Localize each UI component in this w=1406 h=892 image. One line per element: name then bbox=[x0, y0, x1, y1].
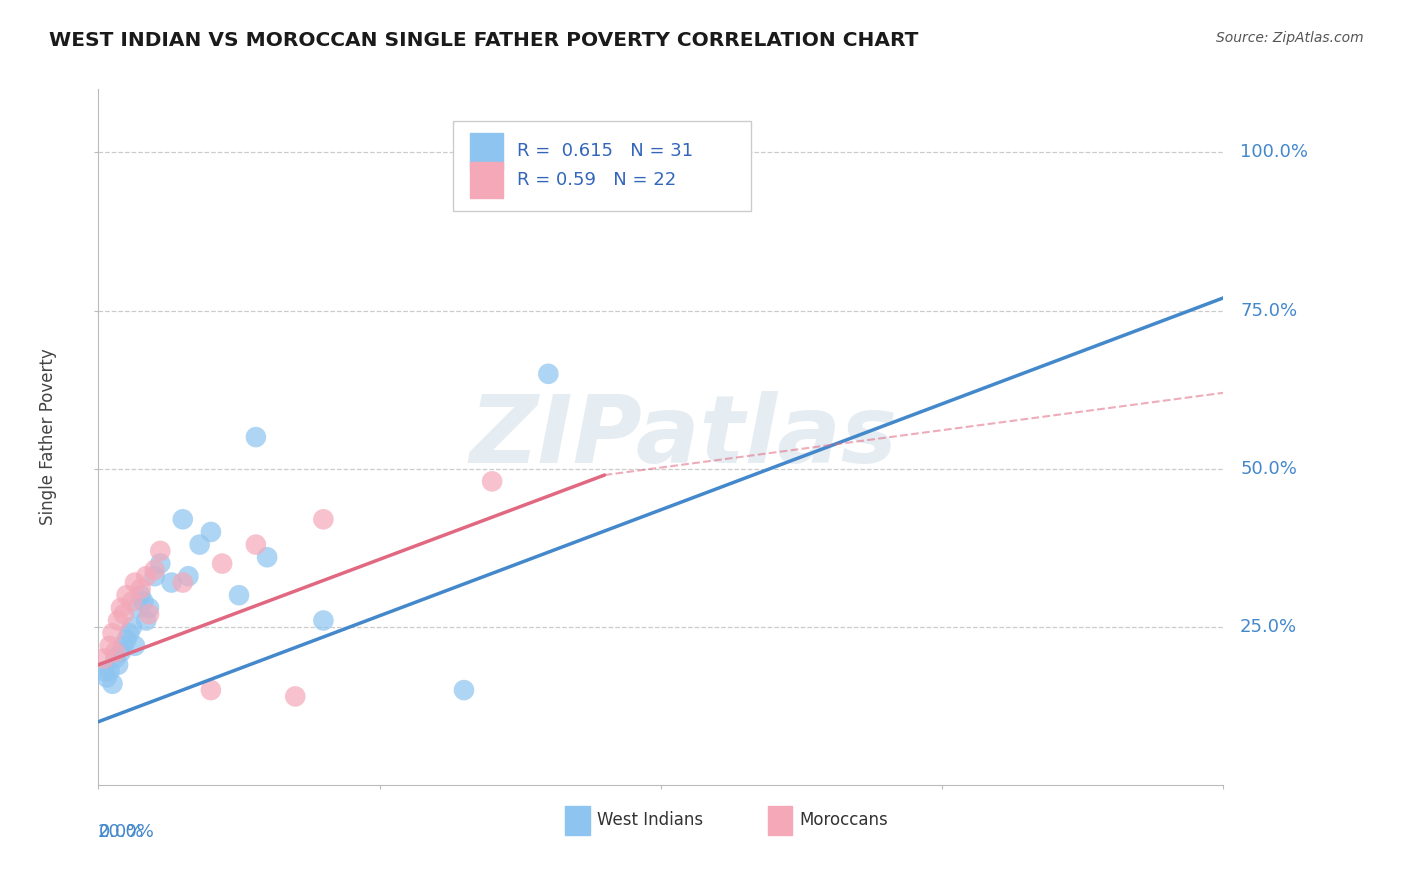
Bar bbox=[470, 133, 503, 169]
Point bbox=[115, 588, 138, 602]
Text: Single Father Poverty: Single Father Poverty bbox=[39, 349, 56, 525]
Bar bbox=[768, 805, 793, 835]
Point bbox=[177, 569, 200, 583]
Text: Moroccans: Moroccans bbox=[799, 812, 889, 830]
Point bbox=[228, 588, 250, 602]
Text: Source: ZipAtlas.com: Source: ZipAtlas.com bbox=[1216, 31, 1364, 45]
Point bbox=[127, 600, 149, 615]
Point bbox=[284, 690, 307, 704]
Point bbox=[138, 607, 160, 622]
Point bbox=[135, 569, 157, 583]
Point bbox=[104, 651, 127, 665]
Point bbox=[160, 575, 183, 590]
Point bbox=[132, 594, 155, 608]
Point bbox=[98, 664, 121, 678]
Point bbox=[98, 639, 121, 653]
FancyBboxPatch shape bbox=[453, 120, 751, 211]
Point bbox=[143, 569, 166, 583]
Text: R =  0.615   N = 31: R = 0.615 N = 31 bbox=[517, 142, 693, 161]
Text: 100.0%: 100.0% bbox=[1240, 144, 1308, 161]
Point bbox=[112, 607, 135, 622]
Point bbox=[101, 626, 124, 640]
Point bbox=[101, 677, 124, 691]
Point bbox=[107, 614, 129, 628]
Point bbox=[104, 645, 127, 659]
Point bbox=[121, 594, 143, 608]
Point bbox=[115, 632, 138, 647]
Text: ZIPatlas: ZIPatlas bbox=[470, 391, 897, 483]
Point bbox=[481, 475, 503, 489]
Point bbox=[211, 557, 233, 571]
Point bbox=[121, 620, 143, 634]
Bar bbox=[470, 162, 503, 198]
Point bbox=[256, 550, 278, 565]
Point bbox=[537, 367, 560, 381]
Point bbox=[149, 557, 172, 571]
Point bbox=[112, 639, 135, 653]
Point bbox=[172, 512, 194, 526]
Point bbox=[124, 639, 146, 653]
Point bbox=[96, 670, 118, 684]
Point bbox=[107, 657, 129, 672]
Point bbox=[172, 575, 194, 590]
Text: 75.0%: 75.0% bbox=[1240, 301, 1298, 319]
Text: West Indians: West Indians bbox=[596, 812, 703, 830]
Point bbox=[245, 430, 267, 444]
Point bbox=[149, 544, 172, 558]
Point bbox=[138, 600, 160, 615]
Text: 50.0%: 50.0% bbox=[1240, 459, 1296, 478]
Point bbox=[129, 588, 152, 602]
Point bbox=[312, 512, 335, 526]
Point bbox=[129, 582, 152, 596]
Point bbox=[453, 683, 475, 698]
Text: 0.0%: 0.0% bbox=[98, 823, 143, 841]
Text: 25.0%: 25.0% bbox=[1240, 618, 1298, 636]
Point bbox=[93, 664, 115, 678]
Point bbox=[188, 538, 211, 552]
Text: 20.0%: 20.0% bbox=[98, 823, 155, 841]
Point bbox=[93, 651, 115, 665]
Point bbox=[110, 645, 132, 659]
Point bbox=[312, 614, 335, 628]
Point bbox=[143, 563, 166, 577]
Text: WEST INDIAN VS MOROCCAN SINGLE FATHER POVERTY CORRELATION CHART: WEST INDIAN VS MOROCCAN SINGLE FATHER PO… bbox=[49, 31, 918, 50]
Bar bbox=[565, 805, 591, 835]
Point bbox=[110, 600, 132, 615]
Point bbox=[200, 683, 222, 698]
Point bbox=[118, 626, 141, 640]
Point bbox=[593, 145, 616, 160]
Point bbox=[245, 538, 267, 552]
Point bbox=[135, 614, 157, 628]
Text: R = 0.59   N = 22: R = 0.59 N = 22 bbox=[517, 171, 676, 189]
Point bbox=[124, 575, 146, 590]
Point bbox=[200, 524, 222, 539]
